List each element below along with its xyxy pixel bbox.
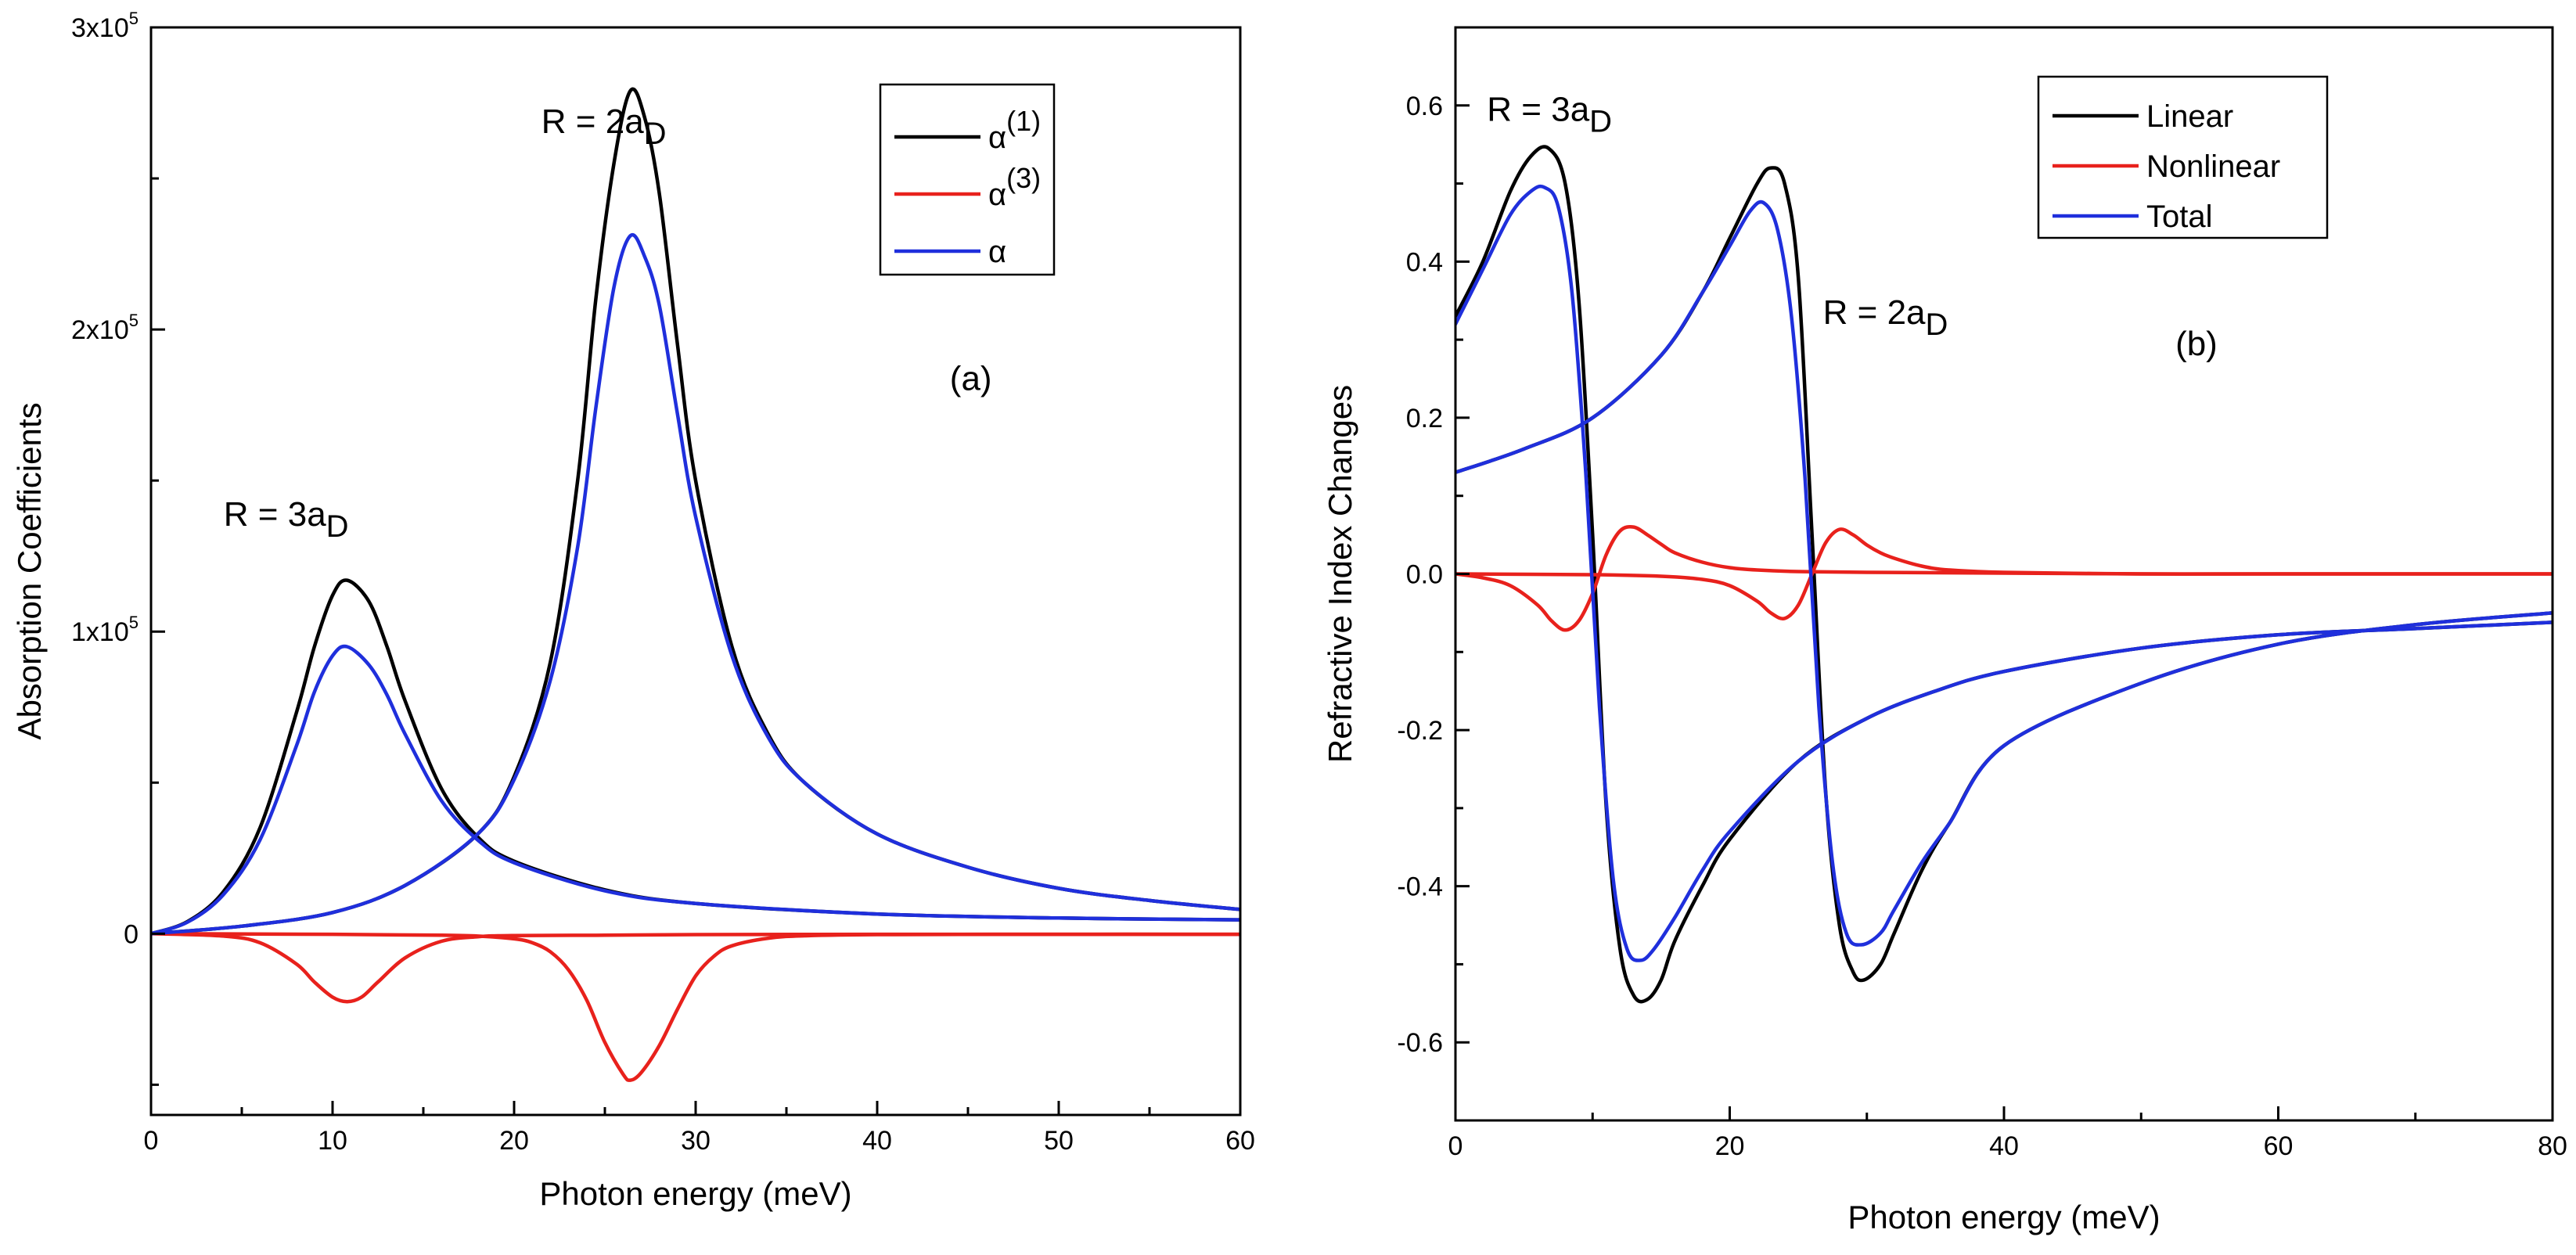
legend-label: Total [2146,200,2213,234]
annotation-text: (b) [2175,325,2218,363]
y-axis-label: Refractive Index Changes [1322,385,1358,763]
legend-label: Linear [2146,99,2233,134]
series-line--3-r-3ad [151,932,1240,1004]
plot-frame [149,26,1242,1117]
y-axis-label: Absorption Coefficients [11,402,48,739]
x-tick-label: 30 [681,1126,711,1156]
y-tick-label: 0.6 [1406,92,1443,121]
legend-superscript: (1) [1006,105,1041,137]
y-tick-label: -0.6 [1397,1028,1443,1058]
y-tick-label: 0 [124,919,139,949]
annotation-text: (a) [950,359,992,397]
series-line-total-r-3ad [1455,184,2553,962]
legend-text: Linear [2146,99,2233,134]
series-line--1-r-3ad [151,578,1240,936]
y-tick-mantissa: 0 [124,919,139,949]
legend: Linear Nonlinear Total [2037,75,2329,239]
curve-annotation: R = 2aD [1823,293,1948,342]
series-line-nonlinear-r-3ad [1455,524,2553,632]
series-line--3-r-2ad [151,932,1240,1082]
annotation-subscript: D [1926,307,1948,342]
legend-box [2037,75,2329,239]
annotation-text: R = 3a [1487,91,1589,129]
y-tick-exponent: 5 [129,311,139,330]
x-tick-label: 60 [1225,1126,1255,1156]
annotation-text: R = 2a [1823,293,1926,332]
y-tick-label: 0.4 [1406,247,1443,277]
y-tick-label: 2x105 [71,311,139,345]
x-tick-label: 10 [318,1126,347,1156]
y-tick-label: 1x105 [71,613,139,647]
annotation-subscript: D [644,117,667,151]
x-tick-label: 20 [1715,1131,1745,1161]
legend-text: α [988,235,1006,269]
x-axis-label: Photon energy (meV) [1847,1199,2160,1235]
y-tick-exponent: 5 [129,613,139,632]
series-group [1455,145,2553,1004]
x-tick-label: 20 [499,1126,529,1156]
annotation-subscript: D [1589,105,1612,139]
y-tick-label: 0.0 [1406,560,1443,590]
curve-annotation: R = 2aD [541,102,667,151]
series-line-nonlinear-r-2ad [1455,527,2553,620]
panel-label: (b) [2175,325,2218,363]
x-tick-label: 40 [1989,1131,2019,1161]
y-tick-exponent: 5 [129,9,139,28]
series-line--r-3ad [151,644,1240,936]
legend-text: Nonlinear [2146,149,2280,184]
y-tick-mantissa: 3x10 [71,13,129,43]
panel-b-refractive-index-chart: 0 20 40 60 80 -0.6 -0.4 -0.2 0.0 0.2 0.4 0.6 Photon … [1322,26,2567,1235]
x-tick-label: 0 [1448,1131,1463,1161]
legend-text: Total [2146,200,2213,234]
annotation-text: R = 2a [541,102,644,141]
x-tick-label: 0 [144,1126,159,1156]
y-tick-mantissa: 2x10 [71,315,129,345]
x-axis-label: Photon energy (meV) [539,1175,851,1212]
y-tick-label: -0.2 [1397,716,1443,746]
legend-label: α(1) [988,105,1041,155]
y-tick-mantissa: 1x10 [71,617,129,647]
legend-label: Nonlinear [2146,149,2280,184]
legend: α(1)α(3)α [879,83,1056,276]
series-group [151,87,1240,1082]
x-tick-label: 40 [862,1126,892,1156]
x-tick-label: 50 [1044,1126,1074,1156]
legend-label: α(3) [988,162,1041,212]
annotation-text: R = 3a [224,495,326,534]
legend-superscript: (3) [1006,162,1041,194]
legend-text: α [988,178,1006,212]
curve-annotation: R = 3aD [1487,91,1612,139]
legend-label: α [988,235,1006,269]
y-tick-label: 3x105 [71,9,139,43]
curve-annotation: R = 3aD [224,495,349,544]
y-tick-label: 0.2 [1406,404,1443,433]
series-line--r-2ad [151,232,1240,936]
panel-label: (a) [950,359,992,397]
annotation-subscript: D [326,509,349,544]
x-tick-label: 80 [2538,1131,2567,1161]
series-line-total-r-2ad [1455,200,2553,947]
y-tick-label: -0.4 [1397,872,1443,902]
legend-text: α [988,120,1006,155]
legend-box [879,83,1056,276]
x-tick-label: 60 [2264,1131,2294,1161]
